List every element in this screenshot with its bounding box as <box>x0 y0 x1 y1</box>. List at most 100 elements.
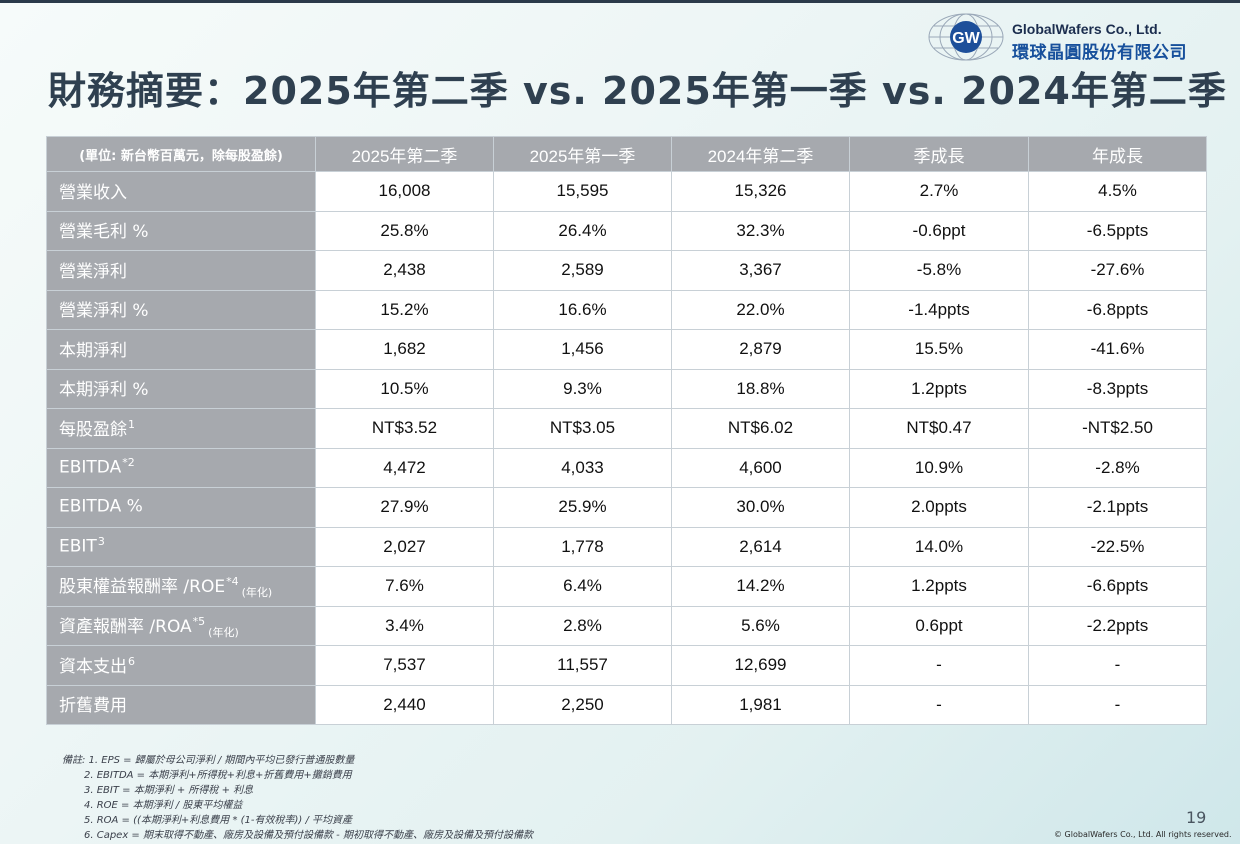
svg-text:GW: GW <box>952 30 980 47</box>
table-row: 營業毛利 % 25.8% 26.4% 32.3% -0.6ppt -6.5ppts <box>46 210 1207 251</box>
table-row: 本期淨利 % 10.5% 9.3% 18.8% 1.2ppts -8.3ppts <box>46 368 1207 409</box>
row-label: 營業毛利 % <box>46 210 316 251</box>
table-cell: 1,456 <box>493 329 672 370</box>
table-cell: 2,027 <box>315 526 494 567</box>
row-label-text: 每股盈餘 <box>59 419 127 440</box>
table-cell: 25.9% <box>493 487 672 528</box>
table-cell: 4,472 <box>315 447 494 488</box>
table-row: 股東權益報酬率 /ROE*4(年化) 7.6% 6.4% 14.2% 1.2ppts -6… <box>46 566 1207 607</box>
row-label: 營業淨利 % <box>46 289 316 330</box>
table-cell: 27.9% <box>315 487 494 528</box>
row-label: EBITDA % <box>46 487 316 528</box>
column-header: 季成長 <box>849 136 1029 172</box>
table-cell: NT$3.05 <box>493 408 672 449</box>
table-cell: 30.0% <box>671 487 850 528</box>
table-cell: -6.6ppts <box>1028 566 1207 607</box>
table-cell: 2,614 <box>671 526 850 567</box>
footnote-marker: *5 <box>192 614 206 628</box>
footnote-marker: 6 <box>128 654 135 668</box>
row-label: EBITDA*2 <box>46 447 316 488</box>
footnote-marker: 3 <box>97 534 105 548</box>
row-label: 股東權益報酬率 /ROE*4(年化) <box>46 566 316 607</box>
table-cell: 1,981 <box>671 684 850 725</box>
footnote: 4. ROE = 本期淨利 / 股東平均權益 <box>84 800 243 811</box>
row-label-text: 營業淨利 % <box>59 301 149 322</box>
table-header-row: (單位: 新台幣百萬元，除每股盈餘) 2025年第二季 2025年第一季 202… <box>46 136 1207 172</box>
table-cell: 1,682 <box>315 329 494 370</box>
table-row: 資產報酬率 /ROA*5(年化) 3.4% 2.8% 5.6% 0.6ppt -2.2pp… <box>46 605 1207 646</box>
table-cell: -22.5% <box>1028 526 1207 567</box>
table-cell: 32.3% <box>671 210 850 251</box>
footnote: 2. EBITDA = 本期淨利+所得稅+利息+折舊費用+攤銷費用 <box>84 770 352 781</box>
table-row: 折舊費用 2,440 2,250 1,981- - <box>46 684 1207 725</box>
table-cell: 2.0ppts <box>849 487 1029 528</box>
top-rule <box>0 0 1240 3</box>
page-title: 財務摘要：2025年第二季 vs. 2025年第一季 vs. 2024年第二季 <box>48 69 1227 113</box>
row-label-text: 營業毛利 % <box>59 222 149 243</box>
footnotes: 備註: 1. EPS = 歸屬於母公司淨利 / 期間內平均已發行普通股數量 2.… <box>62 753 533 843</box>
table-cell: -41.6% <box>1028 329 1207 370</box>
row-label: 每股盈餘1 <box>46 408 316 449</box>
table-cell: 7.6% <box>315 566 494 607</box>
table-cell: 1,778 <box>493 526 672 567</box>
row-label-text: 折舊費用 <box>59 696 127 717</box>
table-cell: 2,250 <box>493 684 672 725</box>
table-row: 本期淨利 1,682 1,456 2,879 15.5% -41.6% <box>46 329 1207 370</box>
annualized-note: (年化) <box>241 586 273 600</box>
table-cell: 2.7% <box>849 171 1029 212</box>
row-label: 折舊費用 <box>46 684 316 725</box>
row-label-text: EBITDA % <box>59 496 143 517</box>
table-cell: 10.5% <box>315 368 494 409</box>
table-cell: -8.3ppts <box>1028 368 1207 409</box>
table-cell: NT$6.02 <box>671 408 850 449</box>
row-label: EBIT3 <box>46 526 316 567</box>
footnote-marker: *2 <box>122 455 135 469</box>
table-cell: 4,033 <box>493 447 672 488</box>
table-cell: 16,008 <box>315 171 494 212</box>
table-cell: 2,879 <box>671 329 850 370</box>
footnote-marker: *4 <box>226 575 239 589</box>
column-header: 2025年第一季 <box>493 136 672 172</box>
table-row: 營業淨利 2,438 2,589 3,367 -5.8% -27.6% <box>46 250 1207 291</box>
table-cell: 12,699 <box>671 645 850 686</box>
company-name-zh: 環球晶圓股份有限公司 <box>1012 43 1187 63</box>
table-cell: 3.4% <box>315 605 494 646</box>
table-cell: 11,557 <box>493 645 672 686</box>
table-cell: - <box>1028 684 1207 725</box>
footnote-marker: 1 <box>128 417 135 431</box>
page-number: 19 <box>1186 808 1207 827</box>
table-cell: -0.6ppt <box>849 210 1029 251</box>
table-cell: 0.6ppt <box>849 605 1029 646</box>
row-label-text: 資本支出 <box>59 656 127 677</box>
table-cell: 2,438 <box>315 250 494 291</box>
unit-header: (單位: 新台幣百萬元，除每股盈餘) <box>46 136 316 172</box>
row-label-text: 營業收入 <box>59 182 127 203</box>
footnote: 6. Capex = 期末取得不動產、廠房及設備及預付設備款 - 期初取得不動產… <box>84 830 533 841</box>
globe-logo-icon: GW <box>928 13 1004 61</box>
table-cell: - <box>849 684 1029 725</box>
table-cell: 15,326 <box>671 171 850 212</box>
table-cell: 26.4% <box>493 210 672 251</box>
table-cell: -1.4ppts <box>849 289 1029 330</box>
table-cell: -6.8ppts <box>1028 289 1207 330</box>
table-cell: 2,440 <box>315 684 494 725</box>
table-cell: -2.2ppts <box>1028 605 1207 646</box>
table-cell: 10.9% <box>849 447 1029 488</box>
table-cell: 22.0% <box>671 289 850 330</box>
table-cell: 1.2ppts <box>849 566 1029 607</box>
row-label: 營業淨利 <box>46 250 316 291</box>
row-label-text: 營業淨利 <box>59 261 127 282</box>
table-cell: 2,589 <box>493 250 672 291</box>
column-header: 年成長 <box>1028 136 1207 172</box>
table-cell: 25.8% <box>315 210 494 251</box>
row-label-text: 資產報酬率 /ROA <box>59 616 192 637</box>
table-cell: 14.0% <box>849 526 1029 567</box>
table-row: EBITDA*2 4,472 4,033 4,600 10.9% -2.8% <box>46 447 1207 488</box>
table-cell: 15.2% <box>315 289 494 330</box>
row-label-text: EBITDA <box>59 457 122 478</box>
row-label: 本期淨利 % <box>46 368 316 409</box>
table-cell: - <box>849 645 1029 686</box>
financial-summary-table: (單位: 新台幣百萬元，除每股盈餘) 2025年第二季 2025年第一季 202… <box>46 136 1207 725</box>
table-cell: -2.1ppts <box>1028 487 1207 528</box>
table-cell: 15,595 <box>493 171 672 212</box>
